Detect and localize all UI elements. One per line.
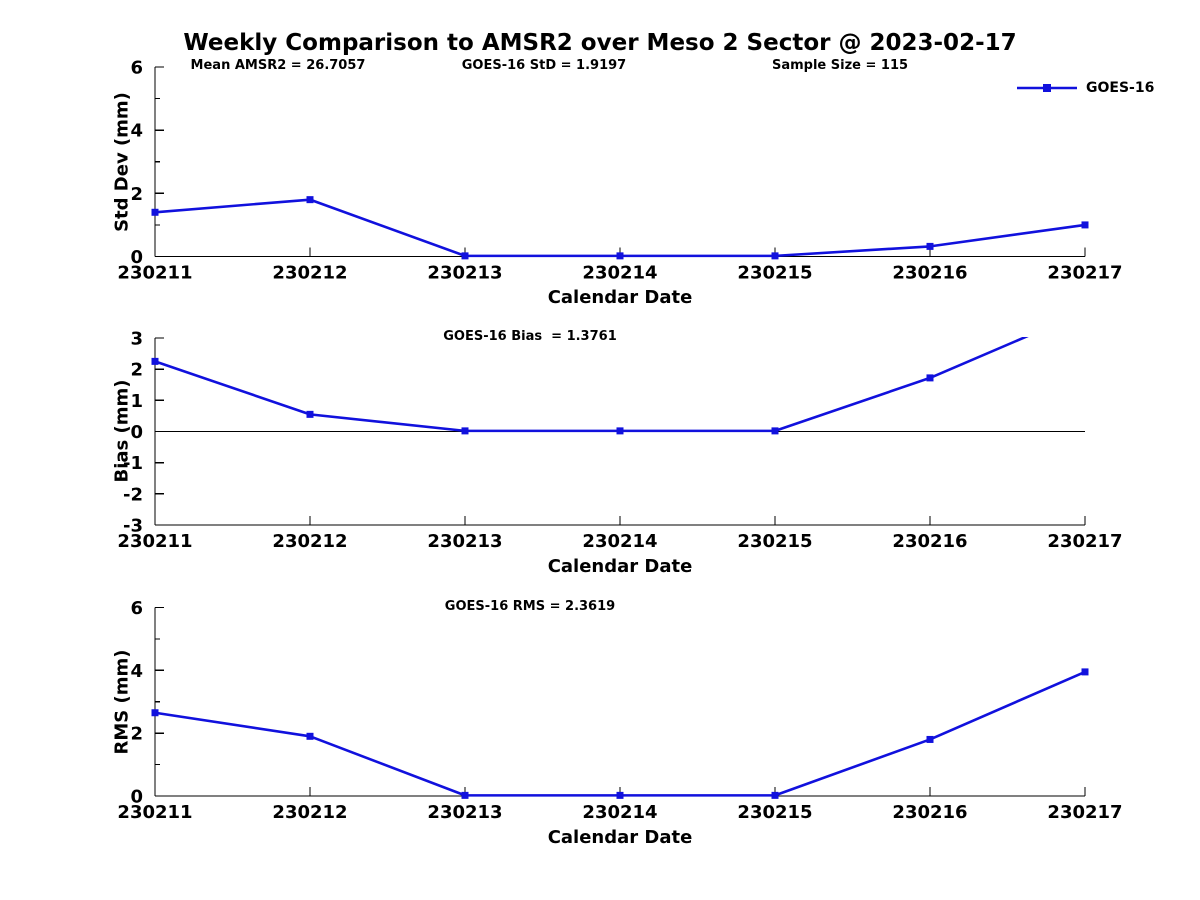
data-point-marker	[616, 427, 624, 435]
legend-label: GOES-16	[1086, 80, 1155, 96]
subplot-std-dev-vs-date: 230211 230212 230213 230214 230215 230216 2302…	[117, 58, 1122, 284]
x-tick-label: 230211	[117, 263, 192, 284]
y-tick-label: -1	[123, 453, 143, 474]
data-point-marker	[461, 427, 469, 435]
data-point-marker	[616, 791, 624, 799]
x-tick-label: 230216	[892, 802, 967, 823]
rms-y-axis-label: RMS (mm)	[111, 649, 133, 755]
series-line-std-dev-vs-date	[154, 198, 1086, 258]
x-tick-label: 230215	[737, 263, 812, 284]
legend: GOES-16	[1016, 80, 1154, 96]
x-tick-label: 230214	[582, 531, 657, 552]
chart-title: Weekly Comparison to AMSR2 over Meso 2 S…	[183, 30, 1017, 56]
annotation-mean-amsr2: Mean AMSR2 = 26.7057	[190, 58, 366, 73]
x-tick-label: 230217	[1047, 263, 1122, 284]
data-point-marker	[1081, 221, 1089, 229]
stddev-y-axis-label: Std Dev (mm)	[111, 92, 133, 232]
data-point-marker	[771, 427, 779, 435]
x-tick-label: 230211	[117, 802, 192, 823]
x-tick-label: 230212	[272, 263, 347, 284]
series-line-bias-vs-date	[154, 337, 1029, 433]
x-tick-label: 230213	[427, 802, 502, 823]
x-tick-label: 230216	[892, 263, 967, 284]
data-point-marker	[1081, 668, 1089, 676]
x-tick-label: 230215	[737, 531, 812, 552]
data-point-marker	[151, 357, 159, 365]
y-tick-label: 4	[130, 661, 143, 682]
data-point-marker	[926, 242, 934, 250]
subplot-bias-vs-date: 230211 230212 230213 230214 230215 230216 2302…	[117, 329, 1122, 553]
axes-std-dev-vs-date	[154, 66, 1086, 258]
axes-rms-vs-date	[154, 606, 1086, 797]
x-tick-label: 230212	[272, 802, 347, 823]
data-point-marker	[771, 252, 779, 260]
annotation-goes16-rms: GOES-16 RMS = 2.3619	[444, 599, 616, 614]
x-tick-label: 230216	[892, 531, 967, 552]
y-tick-label: -2	[123, 484, 143, 505]
data-point-marker	[461, 791, 469, 799]
x-tick-label: 230213	[427, 531, 502, 552]
y-tick-label: 2	[130, 184, 143, 205]
data-point-marker	[926, 374, 934, 382]
y-tick-label: 0	[130, 787, 143, 808]
y-tick-label: 0	[130, 422, 143, 443]
y-tick-label: 4	[130, 121, 143, 142]
data-point-marker	[771, 791, 779, 799]
y-tick-label: 3	[130, 329, 143, 350]
data-point-marker	[306, 732, 314, 740]
bias-x-axis-label: Calendar Date	[547, 556, 693, 577]
y-tick-label: 0	[130, 247, 143, 268]
subplot-rms-vs-date: 230211 230212 230213 230214 230215 230216 2302…	[117, 598, 1122, 823]
y-tick-label: 2	[130, 724, 143, 745]
y-tick-label: 2	[130, 360, 143, 381]
x-tick-label: 230211	[117, 531, 192, 552]
x-tick-label: 230214	[582, 263, 657, 284]
annotation-goes16-std: GOES-16 StD = 1.9197	[461, 58, 627, 73]
stddev-x-axis-label: Calendar Date	[547, 287, 693, 308]
y-tick-label: 6	[130, 58, 143, 79]
y-tick-label: 1	[130, 391, 143, 412]
data-point-marker	[151, 709, 159, 717]
x-tick-label: 230217	[1047, 802, 1122, 823]
annotation-goes16-bias: GOES-16 Bias = 1.3761	[443, 329, 617, 344]
data-point-marker	[306, 196, 314, 204]
x-tick-label: 230212	[272, 531, 347, 552]
data-point-marker	[926, 735, 934, 743]
x-tick-label: 230213	[427, 263, 502, 284]
series-line-rms-vs-date	[154, 670, 1086, 797]
x-tick-label: 230214	[582, 802, 657, 823]
annotation-sample-size: Sample Size = 115	[771, 58, 909, 73]
x-tick-label: 230217	[1047, 531, 1122, 552]
data-point-marker	[616, 252, 624, 260]
bias-y-axis-label: Bias (mm)	[111, 379, 133, 483]
y-tick-label: -3	[123, 516, 143, 537]
data-point-marker	[151, 208, 159, 216]
data-point-marker	[306, 410, 314, 418]
rms-x-axis-label: Calendar Date	[547, 827, 693, 848]
y-tick-label: 6	[130, 598, 143, 619]
data-point-marker	[461, 252, 469, 260]
legend-line-marker-icon	[1017, 84, 1077, 92]
x-tick-label: 230215	[737, 802, 812, 823]
